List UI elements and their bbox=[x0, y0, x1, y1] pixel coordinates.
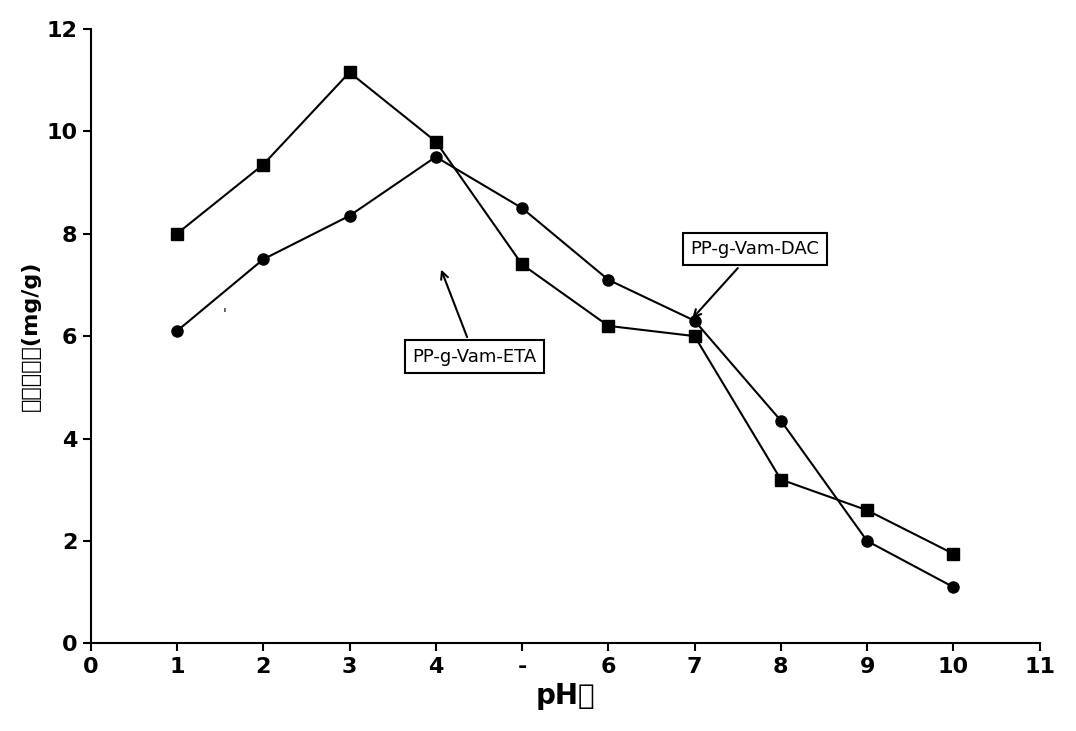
Text: PP-g-Vam-ETA: PP-g-Vam-ETA bbox=[412, 272, 537, 366]
X-axis label: pH値: pH値 bbox=[536, 682, 595, 711]
Text: ': ' bbox=[223, 307, 226, 321]
Y-axis label: 静态吸附量(mg/g): 静态吸附量(mg/g) bbox=[20, 261, 41, 412]
Text: PP-g-Vam-DAC: PP-g-Vam-DAC bbox=[691, 240, 820, 317]
